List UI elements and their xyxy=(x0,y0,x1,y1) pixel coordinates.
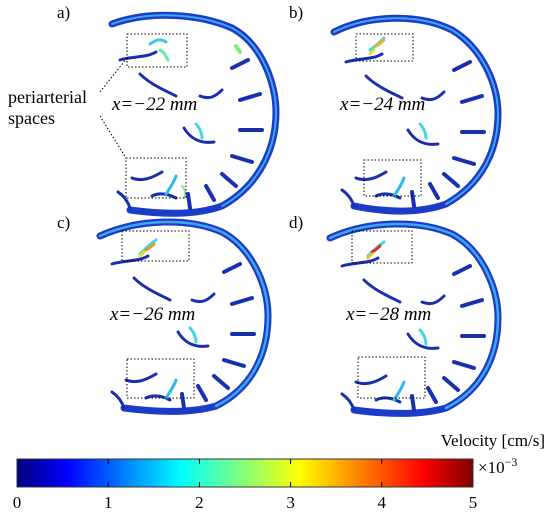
zoom-box-d-bottom xyxy=(357,356,426,399)
slice-label-a: x=−22 mm xyxy=(111,94,197,115)
colorbar-ticks: 0 1 2 3 4 5 xyxy=(13,459,478,512)
annotation-leader-bottom xyxy=(99,115,127,159)
colorbar-multiplier: ×10−3 xyxy=(478,455,517,477)
colorbar-tick-label: 5 xyxy=(469,493,478,512)
panel-a: a) x=−22 mm xyxy=(57,3,280,217)
zoom-box-a-bottom xyxy=(125,157,187,199)
zoom-box-b-bottom xyxy=(363,159,422,197)
colorbar: Velocity [cm/s] 0 1 2 3 4 5 ×10−3 xyxy=(13,431,545,512)
panel-label-d: d) xyxy=(289,213,303,232)
colorbar-tick-label: 2 xyxy=(195,493,204,512)
colorbar-title: Velocity [cm/s] xyxy=(441,431,545,450)
periarterial-annotation: periarterial spaces xyxy=(8,57,128,159)
panel-label-c: c) xyxy=(57,213,70,232)
zoom-box-b-top xyxy=(355,33,414,62)
panel-c: c) x=−26 mm xyxy=(57,213,272,415)
zoom-box-c-top xyxy=(121,230,190,262)
brain-slice-d xyxy=(326,220,502,417)
slice-label-b: x=−24 mm xyxy=(339,94,425,115)
colorbar-tick-label: 4 xyxy=(378,493,387,512)
panel-d: d) x=−28 mm xyxy=(289,213,502,417)
brain-slice-b xyxy=(330,14,502,215)
slice-label-d: x=−28 mm xyxy=(345,304,431,325)
colorbar-tick-label: 1 xyxy=(104,493,113,512)
zoom-box-d-top xyxy=(351,230,413,264)
panel-b: b) x=−24 mm xyxy=(289,3,502,215)
colorbar-gradient xyxy=(16,458,474,488)
zoom-box-a-top xyxy=(126,33,188,68)
panel-label-b: b) xyxy=(289,3,303,22)
annotation-line-2: spaces xyxy=(8,108,55,128)
zoom-box-c-bottom xyxy=(126,358,195,399)
annotation-line-1: periarterial xyxy=(8,87,87,107)
colorbar-multiplier-exponent: −3 xyxy=(505,455,518,469)
slice-label-c: x=−26 mm xyxy=(109,304,195,325)
brain-slice-a xyxy=(108,11,280,217)
annotation-leader-top xyxy=(99,57,128,93)
colorbar-tick-label: 3 xyxy=(286,493,295,512)
panel-label-a: a) xyxy=(57,3,70,22)
colorbar-tick-label: 0 xyxy=(13,493,22,512)
